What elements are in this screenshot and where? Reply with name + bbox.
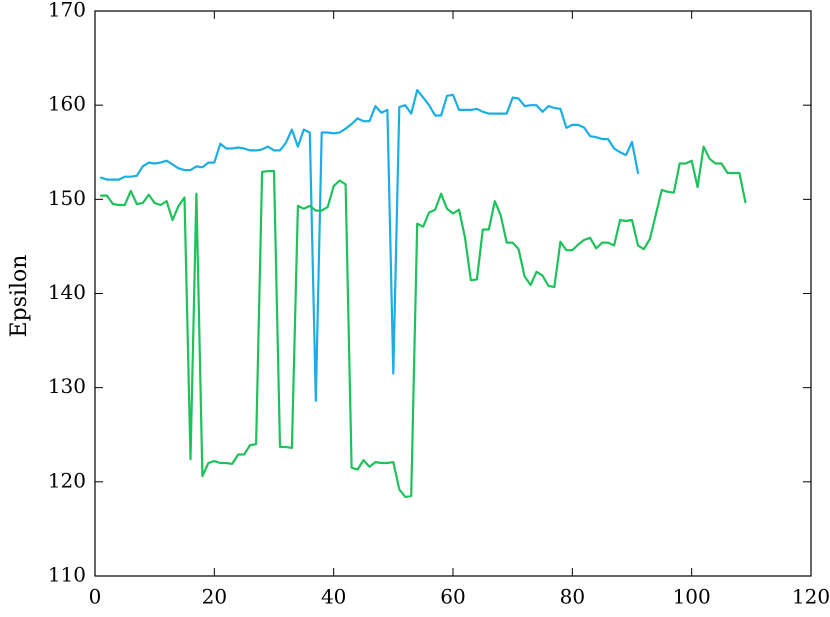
x-tick-label: 100 xyxy=(673,585,711,609)
y-tick-label: 120 xyxy=(48,468,86,492)
x-tick-label: 40 xyxy=(321,585,346,609)
x-tick-label: 120 xyxy=(792,585,830,609)
axis-ticks: 0 20 40 60 80 100 120 110 120 130 140 150 160 170 xyxy=(48,0,830,609)
y-tick-label: 110 xyxy=(48,563,86,587)
x-tick-label: 0 xyxy=(89,585,102,609)
x-tick-label: 20 xyxy=(202,585,227,609)
y-tick-label: 160 xyxy=(48,92,86,116)
series-line-2 xyxy=(99,145,747,498)
y-tick-label: 170 xyxy=(48,0,86,22)
series-line-1 xyxy=(99,89,640,402)
plot-area xyxy=(99,89,747,498)
y-axis-label: Epsilon xyxy=(7,255,32,338)
y-tick-label: 140 xyxy=(48,280,86,304)
x-tick-label: 60 xyxy=(440,585,465,609)
y-tick-label: 130 xyxy=(48,374,86,398)
x-tick-label: 80 xyxy=(560,585,585,609)
y-tick-label: 150 xyxy=(48,186,86,210)
